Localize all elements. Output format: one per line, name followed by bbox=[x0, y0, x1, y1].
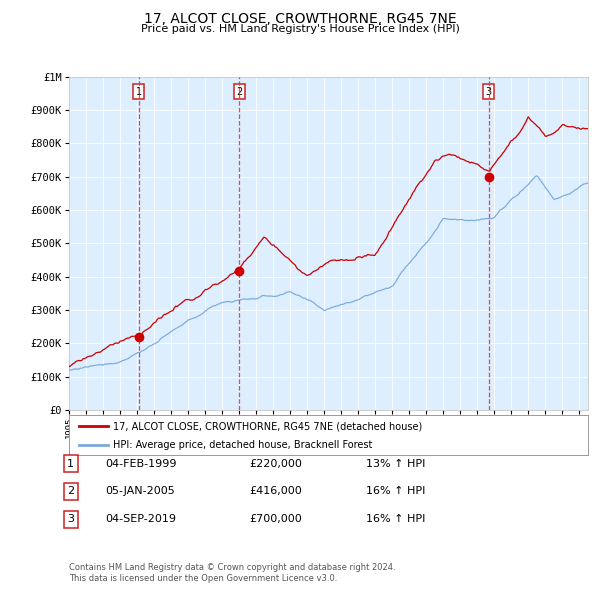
Text: £700,000: £700,000 bbox=[249, 514, 302, 524]
Text: 1: 1 bbox=[67, 459, 74, 468]
Text: 3: 3 bbox=[486, 87, 492, 97]
Text: £416,000: £416,000 bbox=[249, 487, 302, 496]
Text: 04-SEP-2019: 04-SEP-2019 bbox=[105, 514, 176, 524]
Text: 2: 2 bbox=[67, 487, 74, 496]
Text: HPI: Average price, detached house, Bracknell Forest: HPI: Average price, detached house, Brac… bbox=[113, 440, 373, 450]
Text: 1: 1 bbox=[136, 87, 142, 97]
Text: 16% ↑ HPI: 16% ↑ HPI bbox=[366, 487, 425, 496]
Text: Price paid vs. HM Land Registry's House Price Index (HPI): Price paid vs. HM Land Registry's House … bbox=[140, 24, 460, 34]
Text: 05-JAN-2005: 05-JAN-2005 bbox=[105, 487, 175, 496]
Text: 16% ↑ HPI: 16% ↑ HPI bbox=[366, 514, 425, 524]
Text: Contains HM Land Registry data © Crown copyright and database right 2024.: Contains HM Land Registry data © Crown c… bbox=[69, 563, 395, 572]
Text: 3: 3 bbox=[67, 514, 74, 524]
Text: This data is licensed under the Open Government Licence v3.0.: This data is licensed under the Open Gov… bbox=[69, 574, 337, 583]
Text: 04-FEB-1999: 04-FEB-1999 bbox=[105, 459, 176, 468]
Text: 2: 2 bbox=[236, 87, 242, 97]
Text: £220,000: £220,000 bbox=[249, 459, 302, 468]
Text: 13% ↑ HPI: 13% ↑ HPI bbox=[366, 459, 425, 468]
Text: 17, ALCOT CLOSE, CROWTHORNE, RG45 7NE (detached house): 17, ALCOT CLOSE, CROWTHORNE, RG45 7NE (d… bbox=[113, 421, 422, 431]
Text: 17, ALCOT CLOSE, CROWTHORNE, RG45 7NE: 17, ALCOT CLOSE, CROWTHORNE, RG45 7NE bbox=[143, 12, 457, 26]
